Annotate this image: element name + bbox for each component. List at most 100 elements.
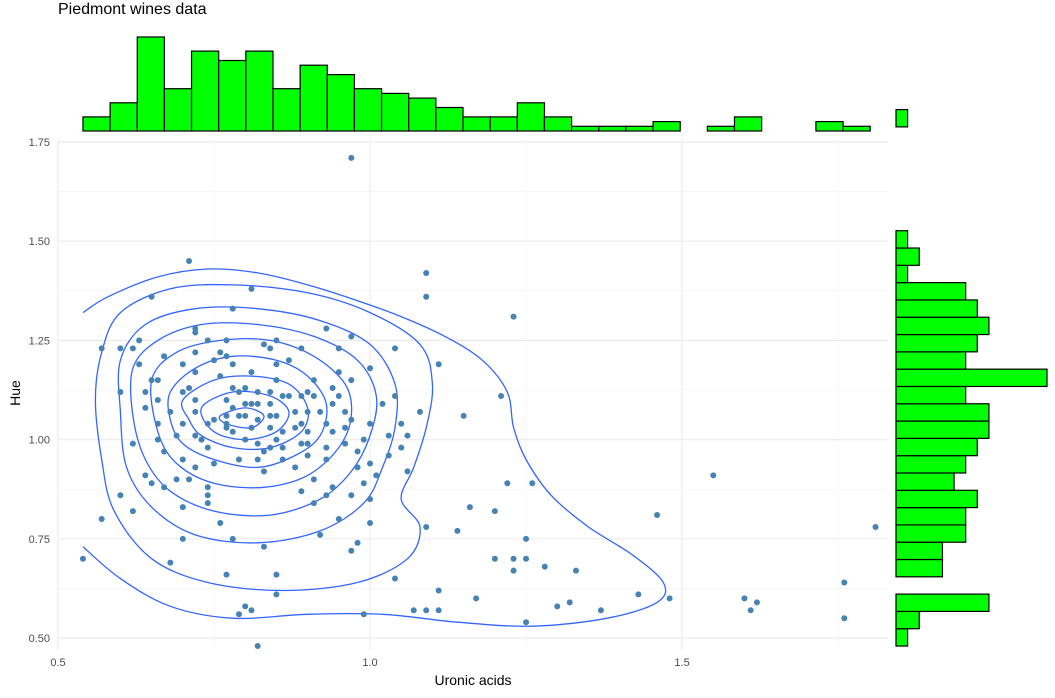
y-histogram-bar [895, 108, 909, 128]
data-point [129, 345, 136, 352]
y-histogram-bar [895, 247, 920, 266]
y-histogram-bar [895, 593, 990, 613]
data-point [348, 416, 355, 423]
x-histogram-bar [82, 116, 111, 132]
data-point [167, 559, 174, 566]
x-histogram-bar [136, 36, 166, 132]
data-point [235, 412, 242, 419]
x-histogram-bar [408, 97, 437, 132]
data-point [217, 519, 224, 526]
data-point [317, 531, 324, 538]
data-point [192, 432, 199, 439]
data-point [435, 587, 442, 594]
data-point [260, 341, 267, 348]
x-histogram-bar [462, 116, 491, 132]
data-point [142, 404, 149, 411]
data-point [273, 337, 280, 344]
data-point [192, 396, 199, 403]
data-point [154, 436, 161, 443]
data-point [235, 611, 242, 618]
data-point [473, 595, 480, 602]
data-point [435, 361, 442, 368]
data-point [260, 543, 267, 550]
data-point [310, 500, 317, 507]
data-point [323, 456, 330, 463]
data-point [292, 464, 299, 471]
data-point [348, 154, 355, 161]
y-histogram-bar [895, 420, 990, 439]
x-histogram-bar [435, 106, 464, 132]
data-point [173, 432, 180, 439]
data-point [329, 484, 336, 491]
data-point [410, 607, 417, 614]
chart-title: Piedmont wines data [58, 1, 207, 18]
data-point [367, 420, 374, 427]
data-point [423, 607, 430, 614]
data-point [285, 392, 292, 399]
data-point [204, 337, 211, 344]
data-point [335, 369, 342, 376]
x-axis-ticks: 0.5 1.0 1.5 [50, 657, 689, 669]
x-histogram-bar [598, 125, 627, 132]
data-point [198, 436, 205, 443]
data-point [179, 389, 186, 396]
data-point [223, 424, 230, 431]
data-point [179, 535, 186, 542]
x-histogram-bar [516, 102, 546, 132]
contour-line [167, 355, 328, 469]
data-point [267, 412, 274, 419]
x-histogram-bar [543, 116, 573, 132]
data-point [148, 293, 155, 300]
x-histogram-bar [842, 125, 871, 132]
data-point [235, 456, 242, 463]
data-point [186, 476, 193, 483]
y-histogram-bar [895, 455, 967, 474]
data-point [298, 392, 305, 399]
gridlines [57, 138, 888, 650]
data-point [242, 400, 249, 407]
x-histogram-bar [353, 88, 383, 132]
y-histogram-bar [895, 541, 944, 561]
x-tick-label: 1.5 [674, 657, 689, 669]
data-point [273, 591, 280, 598]
y-marginal-histogram [895, 108, 1048, 647]
data-point [192, 349, 199, 356]
data-point [354, 448, 361, 455]
data-point [354, 539, 361, 546]
data-point [335, 345, 342, 352]
y-histogram-bar [895, 437, 978, 457]
y-tick-label: 0.75 [29, 534, 50, 546]
data-point [654, 512, 661, 519]
x-histogram-bar [245, 50, 274, 132]
data-point [298, 420, 305, 427]
data-point [161, 353, 168, 360]
x-marginal-histogram [82, 36, 871, 132]
y-histogram-bar [895, 333, 978, 353]
y-histogram-bar [895, 299, 978, 318]
data-point [161, 484, 168, 491]
y-histogram-bar [895, 628, 909, 647]
data-point [211, 460, 218, 467]
x-histogram-bar [272, 88, 301, 132]
data-point [179, 361, 186, 368]
data-point [398, 420, 405, 427]
y-tick-label: 1.00 [29, 435, 50, 447]
data-point [304, 389, 311, 396]
data-point [348, 492, 355, 499]
data-point [242, 603, 249, 610]
data-point [242, 385, 249, 392]
data-point [554, 603, 561, 610]
data-point [229, 535, 236, 542]
x-histogram-bar [625, 125, 654, 132]
data-point [192, 408, 199, 415]
x-histogram-bar [733, 116, 763, 132]
y-histogram-bar [895, 489, 978, 509]
data-point [285, 357, 292, 364]
data-point [335, 392, 342, 399]
data-point [186, 385, 193, 392]
contour-line [82, 268, 667, 627]
data-point [129, 440, 136, 447]
data-point [423, 523, 430, 530]
data-point [179, 456, 186, 463]
data-point [360, 436, 367, 443]
